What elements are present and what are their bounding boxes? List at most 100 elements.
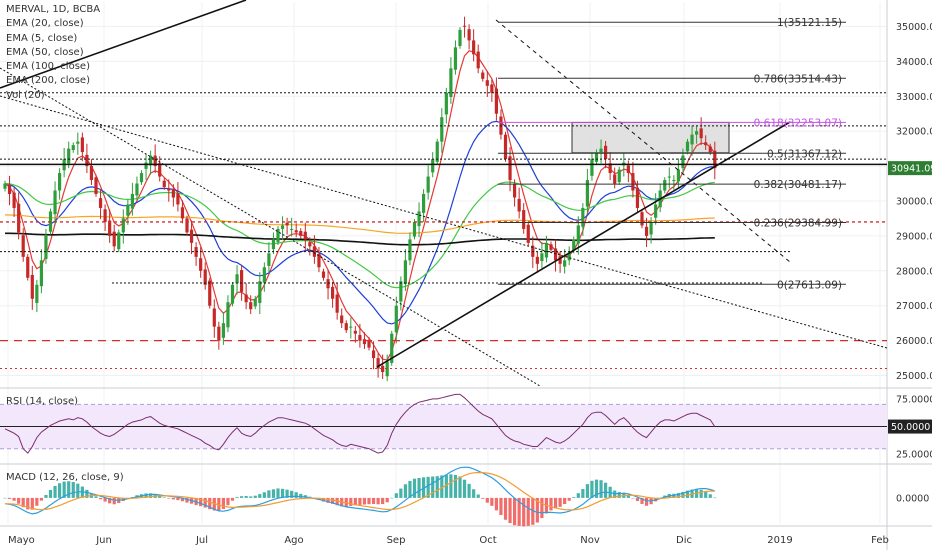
candle-body <box>617 169 621 183</box>
fib-level-label: 0.382(30481.17) <box>754 179 842 191</box>
rsi-tick-label: 75.0000 <box>896 394 932 405</box>
macd-histogram-bar <box>640 497 644 504</box>
macd-histogram-bar <box>522 497 526 527</box>
legend-ema-200[interactable]: EMA (200, close) <box>6 75 90 87</box>
candle-body <box>458 29 462 46</box>
macd-histogram-bar <box>490 497 494 506</box>
legend-ema-5[interactable]: EMA (5, close) <box>6 32 78 44</box>
macd-histogram-bar <box>567 497 571 501</box>
macd-histogram-bar <box>176 497 180 501</box>
macd-histogram-bar <box>631 497 635 499</box>
legend-volume[interactable]: Vol (20) <box>6 89 45 101</box>
macd-histogram-bar <box>294 492 298 498</box>
macd-histogram-bar <box>440 475 444 498</box>
time-tick-label: Jun <box>95 535 112 546</box>
time-axis: Mayo Jun Jul Ago Sep Oct Nov Dic 2019 Feb <box>8 535 889 546</box>
macd-histogram-bar <box>399 488 403 498</box>
macd-histogram-bar <box>349 497 353 506</box>
macd-histogram-bar <box>426 476 430 498</box>
macd-histogram-bar <box>508 497 512 524</box>
fib-level-label: 0.618(32253.07) <box>754 117 842 129</box>
time-tick-label: Jul <box>195 535 208 546</box>
candle-body <box>344 323 348 331</box>
legend-ema-100[interactable]: EMA (100, close) <box>6 61 90 73</box>
time-tick-label: Feb <box>871 535 889 546</box>
candle-body <box>217 326 221 341</box>
time-tick-label: Dic <box>676 535 692 546</box>
candle-body <box>3 183 7 189</box>
candle-body <box>290 228 294 230</box>
candle-body <box>280 225 285 229</box>
price-tick-label: 28000.00 <box>896 266 932 277</box>
candle-body <box>294 230 298 233</box>
macd-histogram-bar <box>353 497 357 506</box>
candle-body <box>267 253 271 266</box>
macd-histogram-bar <box>644 497 649 506</box>
macd-histogram-bar <box>553 497 558 509</box>
price-axis: 35000.0034000.0033000.0032000.0031000.00… <box>888 22 932 382</box>
macd-histogram-bar <box>458 476 462 498</box>
candle-body <box>335 294 339 313</box>
macd-histogram-bar <box>76 483 80 498</box>
macd-histogram-bar <box>48 489 53 498</box>
macd-histogram-bar <box>12 497 16 501</box>
legend-ema-50[interactable]: EMA (50, close) <box>6 46 84 58</box>
candle-body <box>604 145 608 160</box>
macd-title[interactable]: MACD (12, 26, close, 9) <box>6 472 124 483</box>
macd-histogram-bar <box>526 497 530 526</box>
macd-histogram-bar <box>221 497 225 509</box>
macd-histogram-bar <box>453 474 458 498</box>
macd-histogram-bar <box>412 478 417 498</box>
candle-body <box>340 315 344 324</box>
drawing-lines <box>0 0 888 387</box>
macd-histogram-bar <box>244 496 248 498</box>
candle-body <box>162 180 166 188</box>
symbol-title[interactable]: MERVAL, 1D, BCBA <box>6 4 101 15</box>
candle-body <box>663 180 667 191</box>
macd-histogram-bar <box>103 497 107 502</box>
last-price-label: 30941.09 <box>891 164 932 175</box>
macd-histogram-bar <box>94 496 98 498</box>
candle-body <box>17 203 21 233</box>
rsi-title[interactable]: RSI (14, close) <box>6 396 79 407</box>
ema-line <box>4 181 715 289</box>
macd-histogram-bar <box>572 497 576 498</box>
macd-histogram-bar <box>158 495 162 498</box>
macd-histogram-bar <box>481 497 485 499</box>
candle-body <box>581 207 585 227</box>
macd-histogram-bar <box>585 484 589 498</box>
candle-body <box>85 154 89 167</box>
macd-histogram-bar <box>676 493 680 498</box>
candle-body <box>376 358 380 369</box>
macd-histogram-bar <box>449 474 453 498</box>
macd-histogram-bar <box>171 497 175 500</box>
candle-body <box>26 256 30 278</box>
macd-histogram-bar <box>576 493 580 498</box>
candle-body <box>649 221 653 235</box>
macd-histogram-bar <box>467 483 471 498</box>
candle-body <box>544 242 549 258</box>
candle-body <box>572 239 576 251</box>
macd-histogram-bar <box>403 484 407 498</box>
candle-body <box>576 225 580 244</box>
macd-histogram-bar <box>494 497 498 511</box>
macd-histogram-bar <box>235 497 239 498</box>
candle-body <box>189 229 194 243</box>
candle-body <box>394 305 398 333</box>
macd-histogram-bar <box>594 479 599 498</box>
candle-body <box>453 47 458 70</box>
macd-histogram-bar <box>503 497 508 520</box>
macd-histogram-bar <box>258 494 262 498</box>
macd-histogram-bar <box>699 489 703 498</box>
macd-histogram-bar <box>98 497 103 500</box>
macd-histogram-bar <box>299 493 303 498</box>
candle-body <box>240 270 244 292</box>
candle-body <box>508 156 512 181</box>
uptrend-line <box>376 121 791 368</box>
macd-histogram-bar <box>276 488 280 498</box>
candle-body <box>130 194 134 209</box>
macd-histogram-bar <box>681 491 685 498</box>
macd-panel: 0.0000 <box>3 466 929 527</box>
legend-ema-20[interactable]: EMA (20, close) <box>6 18 84 30</box>
macd-histogram-bar <box>417 477 421 498</box>
